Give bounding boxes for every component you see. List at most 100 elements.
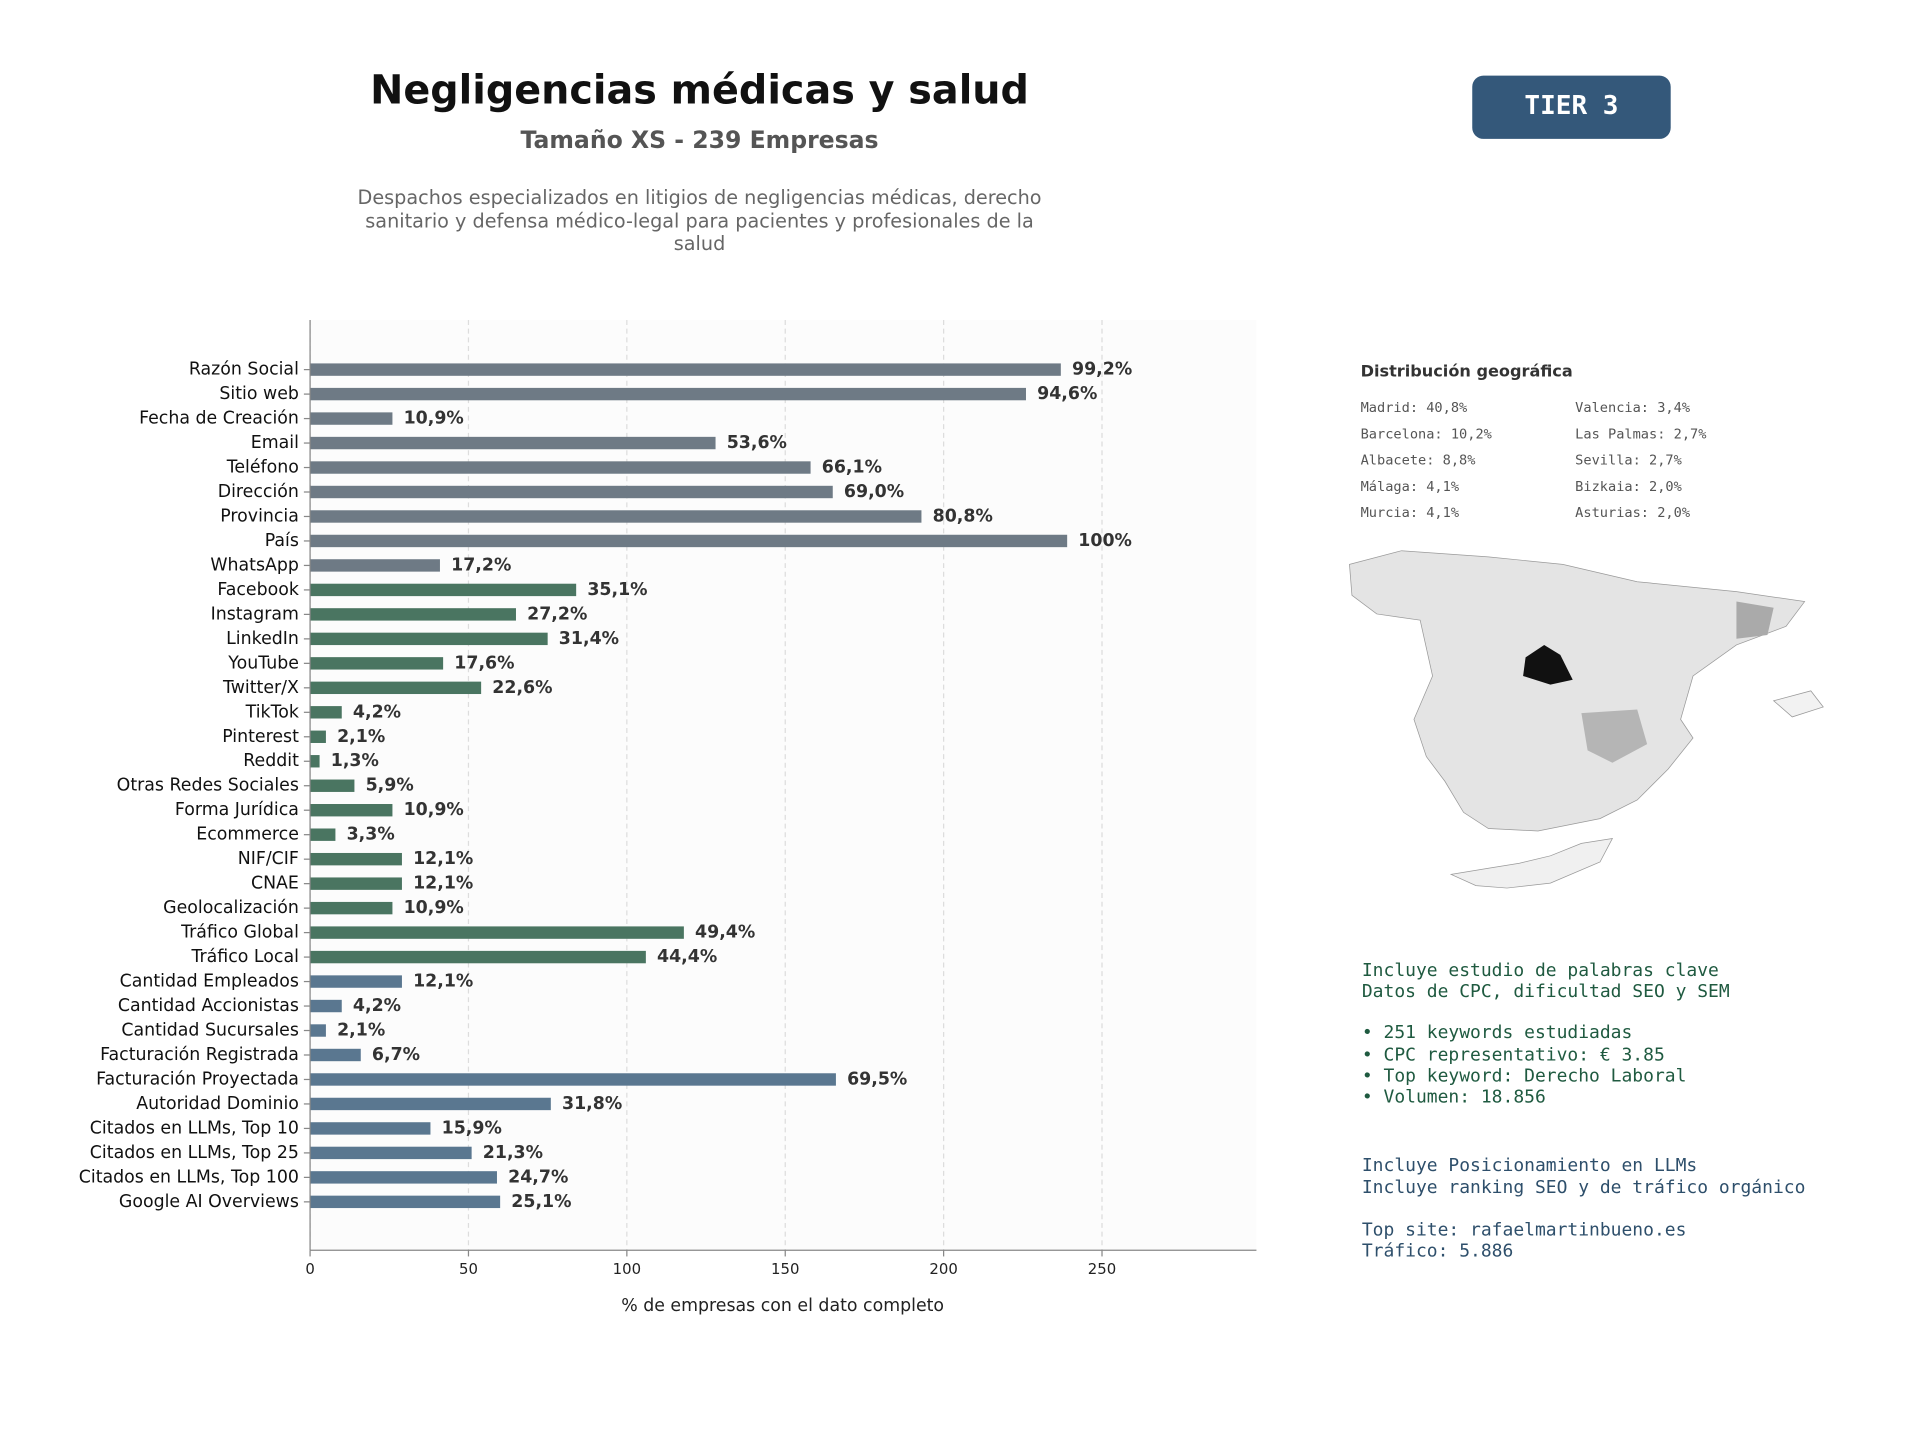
value-label: 69,0%: [844, 482, 904, 502]
value-label: 2,1%: [337, 1021, 385, 1041]
y-tick-label: Razón Social: [189, 360, 299, 380]
bar: [310, 1024, 326, 1037]
value-label: 80,8%: [933, 506, 993, 526]
y-tick-label: Facturación Registrada: [100, 1045, 299, 1065]
value-label: 6,7%: [372, 1045, 420, 1065]
value-label: 22,6%: [492, 678, 552, 698]
bar: [310, 1146, 472, 1160]
y-tick-label: Tráfico Global: [180, 923, 299, 943]
region-madrid: [1523, 644, 1573, 685]
value-label: 10,9%: [404, 898, 464, 918]
x-tick-label: 250: [1088, 1260, 1116, 1278]
chart-title: Negligencias médicas y salud: [370, 68, 1029, 114]
y-tick-label: CNAE: [251, 874, 299, 894]
geo-item: Albacete: 8,8%: [1361, 453, 1476, 469]
value-label: 69,5%: [847, 1069, 907, 1089]
y-tick-label: Citados en LLMs, Top 100: [79, 1167, 299, 1187]
value-label: 17,2%: [451, 555, 511, 575]
plot: 0 50 100 150 200 250 Razón Social 99,2% Sitio we…: [79, 320, 1132, 1278]
y-tick-label: Otras Redes Sociales: [117, 776, 299, 796]
bar: [310, 1097, 551, 1111]
llm-line: Incluye ranking SEO y de tráfico orgánic…: [1362, 1177, 1806, 1198]
keyword-line: Incluye estudio de palabras clave: [1362, 960, 1719, 981]
y-tick-label: Forma Jurídica: [175, 800, 299, 820]
geo-item: Valencia: 3,4%: [1575, 400, 1690, 416]
bar: [310, 1122, 431, 1135]
y-tick-label: Citados en LLMs, Top 10: [90, 1118, 299, 1138]
bar: [310, 363, 1061, 376]
region-albacete: [1581, 709, 1648, 763]
bar: [310, 681, 482, 695]
y-tick-label: Cantidad Sucursales: [121, 1021, 299, 1041]
y-tick-label: Fecha de Creación: [139, 409, 299, 429]
y-tick-label: Google AI Overviews: [119, 1192, 299, 1212]
bar: [310, 559, 440, 572]
value-label: 66,1%: [822, 458, 882, 478]
y-tick-label: Facturación Proyectada: [96, 1069, 299, 1089]
y-tick-label: WhatsApp: [210, 555, 299, 575]
bar: [310, 779, 355, 792]
bar: [310, 926, 684, 939]
y-tick-label: Facebook: [217, 580, 299, 600]
bar: [310, 534, 1068, 548]
value-label: 2,1%: [337, 727, 385, 747]
bar: [310, 608, 516, 621]
plot-area: [310, 320, 1257, 1251]
value-label: 1,3%: [331, 751, 379, 771]
y-tick-label: YouTube: [227, 653, 299, 673]
y-tick-label: Tráfico Local: [190, 947, 298, 967]
subtitle: Tamaño XS - 239 Empresas: [520, 126, 878, 154]
geo-item: Murcia: 4,1%: [1361, 505, 1459, 521]
tier-badge: [1472, 75, 1671, 139]
bar: [310, 950, 646, 964]
bar: [310, 730, 326, 743]
value-label: 10,9%: [404, 800, 464, 820]
x-tick-label: 200: [929, 1260, 957, 1278]
description: Despachos especializados en litigios de …: [358, 186, 1042, 209]
bar: [310, 657, 444, 670]
geo-item: Málaga: 4,1%: [1361, 479, 1459, 495]
geo-item: Las Palmas: 2,7%: [1575, 426, 1706, 442]
keyword-line: • Volumen: 18.856: [1362, 1087, 1546, 1108]
y-tick-label: TikTok: [245, 702, 299, 722]
bar: [310, 999, 342, 1013]
value-label: 99,2%: [1072, 360, 1132, 380]
y-tick-label: Autoridad Dominio: [136, 1094, 299, 1114]
value-label: 21,3%: [483, 1143, 543, 1163]
llm-line: Top site: rafaelmartinbueno.es: [1362, 1219, 1687, 1240]
tier-text: TIER 3: [1524, 91, 1618, 121]
y-tick-label: Instagram: [211, 604, 299, 624]
bar: [310, 387, 1026, 401]
y-tick-label: Email: [251, 433, 299, 453]
canarias: [1449, 837, 1614, 889]
bar: [310, 901, 393, 915]
region-barcelona: [1736, 601, 1774, 639]
y-tick-label: Provincia: [220, 506, 299, 526]
x-tick-label: 0: [305, 1260, 314, 1278]
value-label: 31,8%: [562, 1094, 622, 1114]
spain-outline: [1349, 550, 1806, 832]
islands: [1772, 690, 1824, 718]
x-tick-label: 100: [613, 1260, 641, 1278]
bar: [310, 755, 320, 768]
keyword-line: Datos de CPC, dificultad SEO y SEM: [1362, 981, 1730, 1002]
description: sanitario y defensa médico-legal para pa…: [365, 210, 1033, 233]
bar: [310, 461, 811, 474]
llm-line: Tráfico: 5.886: [1362, 1240, 1513, 1261]
value-label: 15,9%: [442, 1118, 502, 1138]
y-tick-label: País: [265, 531, 299, 551]
x-axis-label: % de empresas con el dato completo: [621, 1296, 944, 1316]
bar: [310, 706, 342, 719]
value-label: 100%: [1078, 531, 1132, 551]
y-tick-label: NIF/CIF: [238, 849, 299, 869]
bar: [310, 1195, 501, 1209]
geo-item: Barcelona: 10,2%: [1361, 426, 1492, 442]
y-tick-label: Dirección: [218, 482, 299, 502]
bar: [310, 852, 402, 866]
bar: [310, 975, 402, 988]
map: [1349, 550, 1824, 889]
value-label: 35,1%: [587, 580, 647, 600]
x-tick-label: 50: [459, 1260, 478, 1278]
geo-item: Bizkaia: 2,0%: [1575, 479, 1682, 495]
